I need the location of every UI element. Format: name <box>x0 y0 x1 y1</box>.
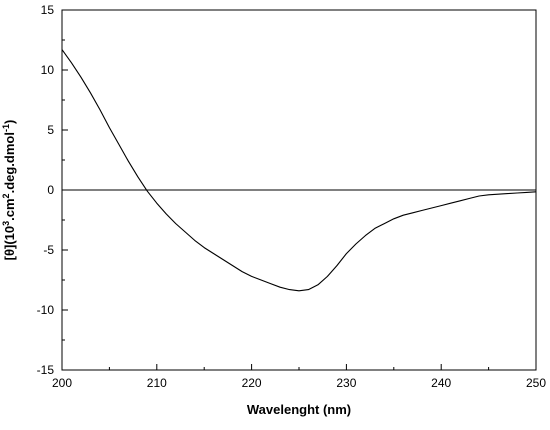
x-axis-title: Wavelenght (nm) <box>247 402 351 417</box>
plot-layer: 200 210 220 230 240 250 -15 -10 -5 0 5 10 15 <box>37 3 547 390</box>
x-tick-label: 240 <box>431 376 451 390</box>
y-axis-title-superscript: -1 <box>1 124 11 132</box>
x-tick-label: 220 <box>242 376 262 390</box>
y-axis-title-segment: ) <box>2 120 17 124</box>
y-tick-label: 10 <box>41 63 55 77</box>
x-tick-label: 210 <box>147 376 167 390</box>
y-tick-label: 5 <box>47 123 54 137</box>
y-axis-title-superscript: 3 <box>1 221 11 226</box>
y-tick-label: -15 <box>37 363 55 377</box>
y-tick-label: 15 <box>41 3 55 17</box>
x-tick-label: 250 <box>526 376 546 390</box>
x-tick-label: 230 <box>336 376 356 390</box>
cd-spectrum-line <box>61 49 537 292</box>
y-tick-label: -10 <box>37 303 55 317</box>
y-axis-title-segment: .cm <box>2 198 17 220</box>
x-tick-label: 200 <box>52 376 72 390</box>
y-axis-title-superscript: 2 <box>1 193 11 198</box>
y-axis-title-segment: .deg.dmol <box>2 132 17 193</box>
y-tick-label: -5 <box>43 243 54 257</box>
y-axis-title: [θ](103.cm2.deg.dmol-1) <box>1 120 17 261</box>
y-tick-label: 0 <box>47 183 54 197</box>
y-axis-title-segment: [θ](10 <box>2 226 17 260</box>
